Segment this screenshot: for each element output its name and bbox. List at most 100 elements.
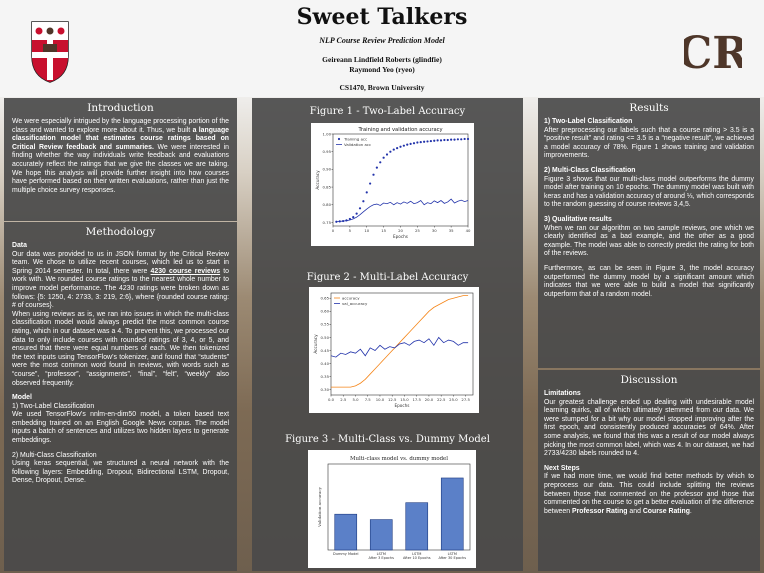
y-axis-label: Validation accuracy <box>317 486 322 528</box>
y-tick-label: 0.50 <box>321 335 330 340</box>
x-tick-label: 30 <box>432 228 437 233</box>
data-point <box>375 166 378 169</box>
x-tick-label: 12.5 <box>388 397 397 402</box>
category-label: LSTM <box>412 552 421 556</box>
data-point <box>436 139 439 142</box>
x-tick-label: 10 <box>364 228 369 233</box>
y-tick-label: 0.75 <box>323 220 332 225</box>
y-tick-label: 0.65 <box>321 296 330 301</box>
data-point <box>352 216 355 219</box>
y-tick-label: 0.45 <box>321 348 330 353</box>
data-point <box>406 143 409 146</box>
y-tick-label: 0.35 <box>321 374 330 379</box>
bar <box>369 519 393 551</box>
university-shield-icon <box>31 21 69 83</box>
category-label: Dummy Model <box>333 552 358 556</box>
data-point <box>335 220 338 223</box>
results-4-text: Furthermore, as can be seen in Figure 3,… <box>544 264 754 298</box>
legend-entry: Validation acc <box>344 142 371 147</box>
figure-2: 0.0 2.5 5.0 7.5 10.0 12.5 15.0 17.5 20.0 22.5 25.0… <box>309 287 479 413</box>
data-point <box>396 147 399 150</box>
next-steps-heading: Next Steps <box>544 464 580 472</box>
figures-panel: Figure 1 - Two-Label Accuracy Training a… <box>252 98 523 571</box>
figure-3-chart: Multi-class model vs. dummy model Validat… <box>317 456 471 560</box>
author-2: Raymond Yeo (ryeo) <box>349 65 415 74</box>
x-tick-label: 20.0 <box>425 397 434 402</box>
x-tick-label: 27.5 <box>461 397 470 402</box>
data-point <box>453 138 456 141</box>
data-point <box>358 207 362 210</box>
y-axis-label: Accuracy <box>315 170 320 190</box>
data-point <box>372 173 375 176</box>
introduction-panel: Introduction We were especially intrigue… <box>4 98 237 221</box>
x-tick-label: 5 <box>349 228 352 233</box>
next-steps-and: and <box>627 507 643 515</box>
data-point <box>399 145 402 148</box>
next-steps-text-1: If we had more time, we would find bette… <box>544 473 754 515</box>
introduction-heading: Introduction <box>87 102 154 114</box>
data-point <box>392 148 395 151</box>
data-point <box>369 182 372 185</box>
data-point <box>416 141 419 144</box>
y-tick-label: 0.40 <box>321 361 330 366</box>
data-subheading: Data <box>12 242 27 249</box>
poster-title: Sweet Talkers <box>296 4 468 30</box>
category-label: LSTM <box>448 552 457 556</box>
data-text-highlight: 4230 course reviews <box>150 267 221 275</box>
data-point <box>443 138 446 142</box>
cr-logo-text: CR <box>684 28 742 79</box>
intro-text-bold: a language classification model that est… <box>12 126 229 151</box>
data-text-1: Our data was provided to us in JSON form… <box>12 250 229 275</box>
category-label: LSTM <box>377 552 386 556</box>
author-1: Geireann Lindfield Roberts (glindfie) <box>322 55 442 64</box>
data-point <box>385 153 389 156</box>
y-tick-label: 0.55 <box>321 322 330 327</box>
poster-course: CS1470, Brown University <box>339 83 425 92</box>
discussion-heading: Discussion <box>620 374 678 386</box>
legend-entry: val_accuracy <box>342 301 368 306</box>
figure-1-chart: Training and validation accuracy 0 5 10 15 20… <box>315 127 471 239</box>
model-1-text: We used TensorFlow’s nnlm-en-dim50 model… <box>12 411 229 445</box>
data-text-3: to work with. We rounded course ratings … <box>12 267 229 310</box>
model-2-heading: 2) Multi-Class Classification <box>12 451 97 459</box>
series-line-val-accuracy <box>330 336 469 358</box>
legend-entry: accuracy <box>342 295 360 300</box>
data-point <box>446 138 449 142</box>
y-axis-label: Accuracy <box>313 334 318 354</box>
figure-3-title: Figure 3 - Multi-Class vs. Dummy Model <box>285 434 490 445</box>
data-point <box>466 137 470 141</box>
x-axis-label: Epochs <box>393 234 408 239</box>
x-tick-label: 25 <box>415 228 420 233</box>
plot-frame <box>327 463 471 551</box>
y-tick-label: 0.30 <box>321 387 330 392</box>
data-point <box>419 141 422 144</box>
data-point <box>439 139 443 142</box>
results-1-text: After preprocessing our labels such that… <box>544 126 754 160</box>
data-point <box>460 138 463 141</box>
figure-3: Multi-class model vs. dummy model Validat… <box>308 450 476 568</box>
limitations-heading: Limitations <box>544 390 581 397</box>
data-point <box>456 138 459 141</box>
bar <box>405 502 429 551</box>
data-point <box>412 142 416 145</box>
x-tick-label: 25.0 <box>449 397 458 402</box>
results-panel: Results 1) Two-Label Classification Afte… <box>538 98 760 368</box>
chart-title: Training and validation accuracy <box>357 127 442 133</box>
plot-frame <box>330 292 474 396</box>
legend-entry: Training acc <box>343 136 367 141</box>
poster-header: Sweet Talkers NLP Course Review Predicti… <box>0 0 764 97</box>
results-heading: Results <box>629 102 669 114</box>
bar <box>440 477 464 551</box>
y-tick-label: 1.00 <box>323 131 332 136</box>
poster-subtitle: NLP Course Review Prediction Model <box>319 36 445 45</box>
data-point <box>433 139 436 142</box>
model-1-heading: 1) Two-Label Classification <box>12 402 95 410</box>
intro-text-3: We were interested in finding whether th… <box>12 143 229 194</box>
x-axis-label: Epochs <box>394 403 409 408</box>
introduction-text: We were especially intrigued by the lang… <box>12 118 229 195</box>
results-2-text: Figure 3 shows that our multi-class mode… <box>544 175 754 209</box>
limitations-text: Our greatest challenge ended up dealing … <box>544 398 754 458</box>
series-line-accuracy <box>331 295 469 388</box>
category-label: After 10 Epochs <box>403 556 431 560</box>
data-point <box>426 140 429 143</box>
